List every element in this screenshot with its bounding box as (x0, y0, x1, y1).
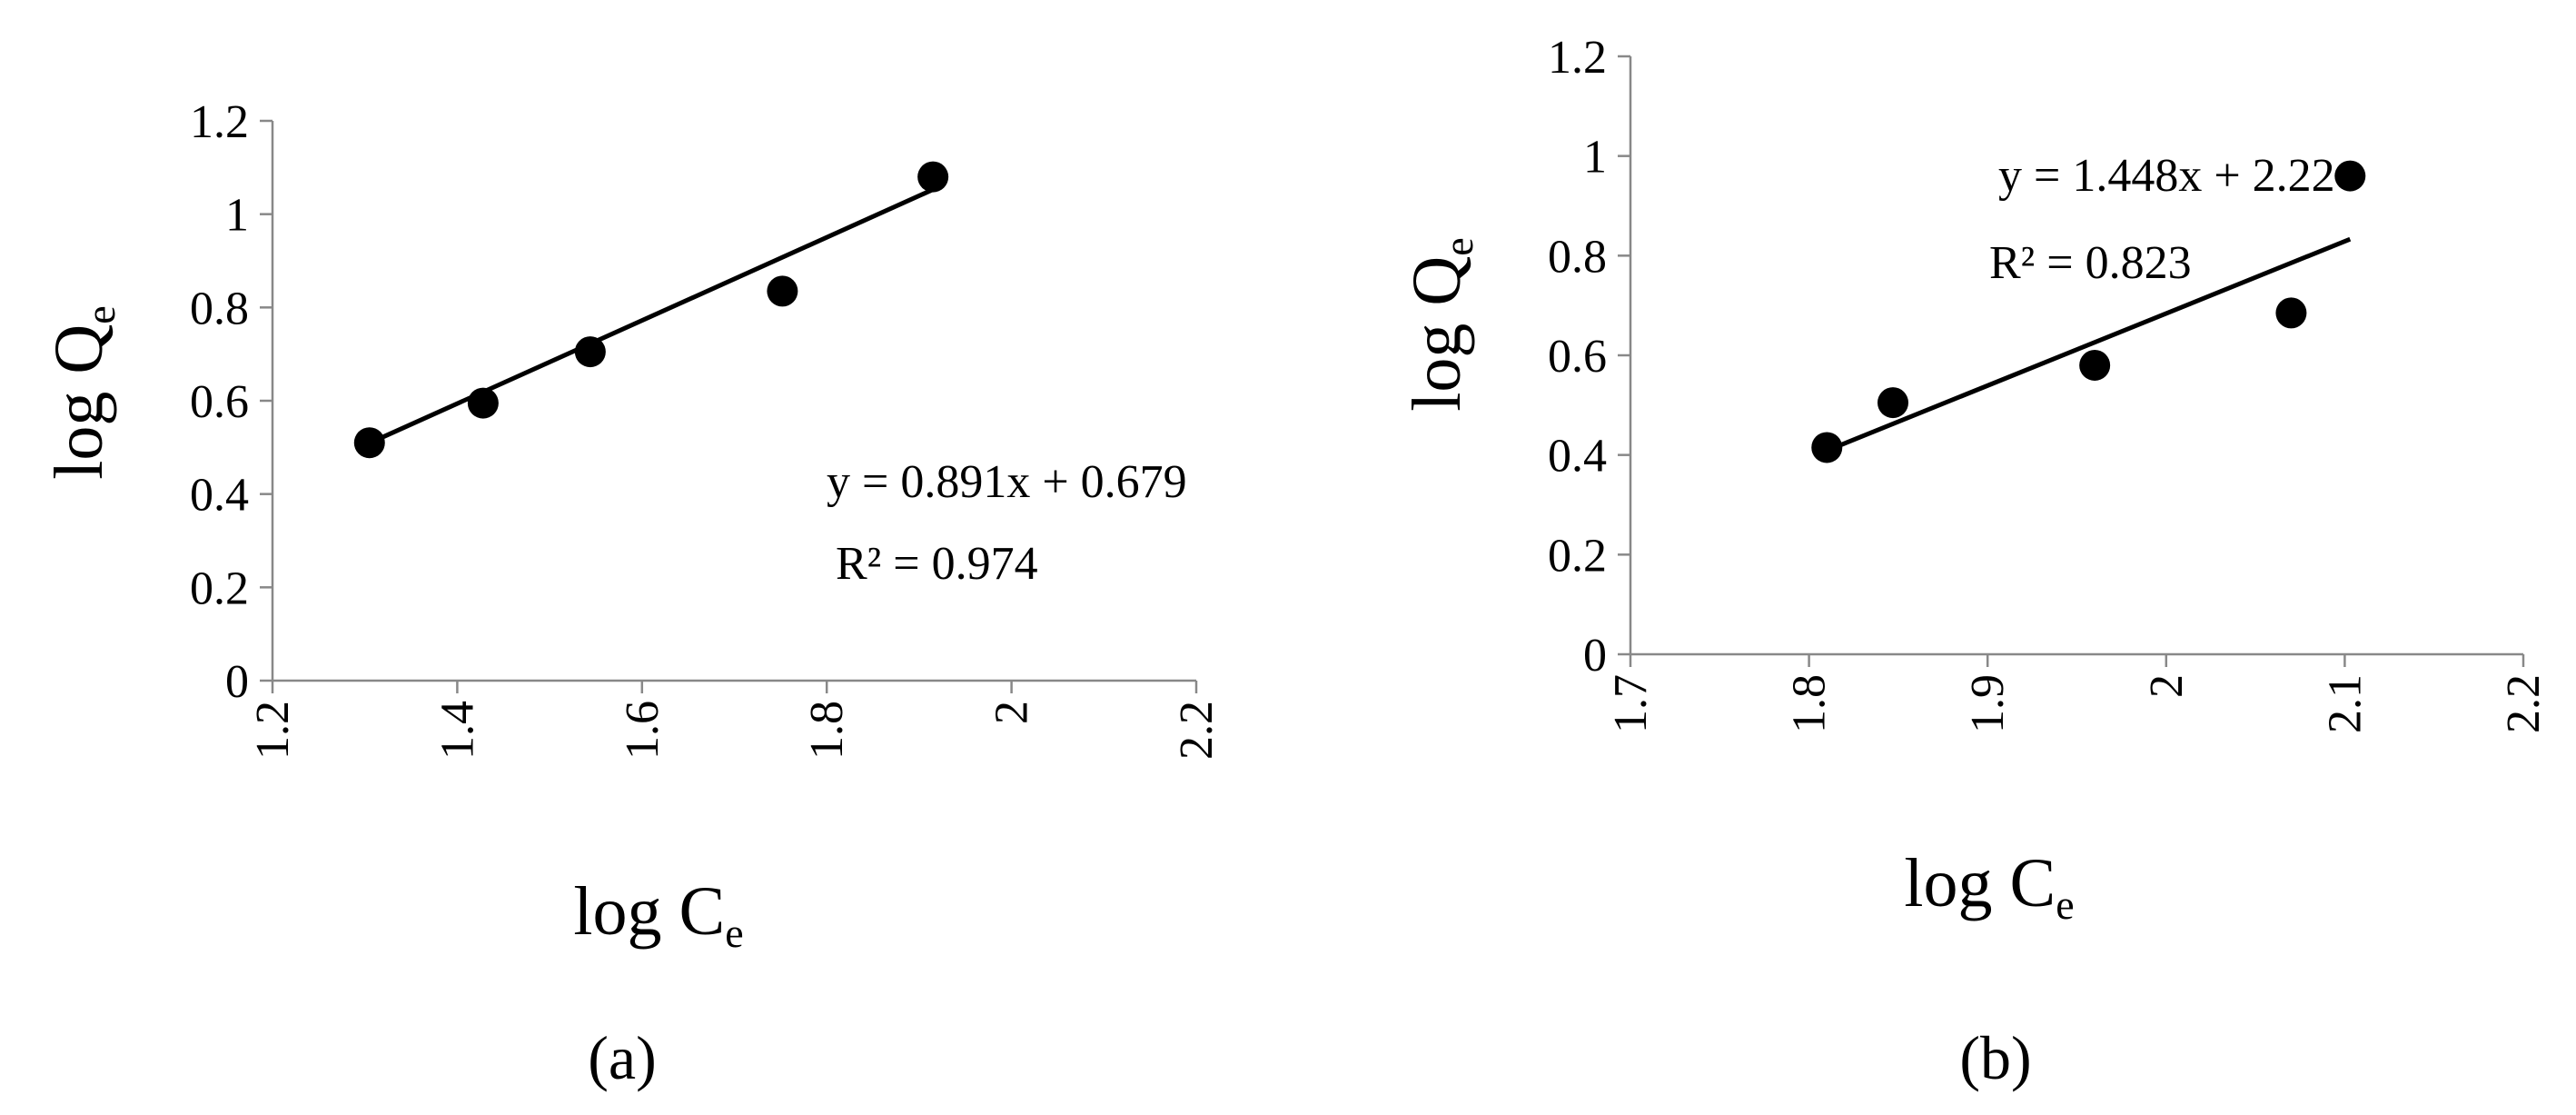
x-tick-label: 1.2 (247, 701, 299, 760)
x-tick-label: 1.9 (1962, 674, 2014, 733)
x-axis-title-subscript: e (2056, 881, 2074, 928)
x-tick-label: 2 (986, 701, 1038, 724)
y-tick-label: 0.4 (1548, 431, 1607, 483)
data-point (767, 275, 798, 307)
data-point (917, 161, 949, 193)
y-tick-label: 1.2 (190, 96, 249, 148)
data-point (467, 387, 499, 419)
y-tick-label: 0 (1583, 630, 1607, 682)
y-tick-label: 0.8 (190, 283, 249, 334)
y-tick-label: 1 (1583, 132, 1607, 184)
data-point (574, 336, 606, 368)
chart-panel-b: 0 0.2 0.4 0.6 0.8 1 1.2 1.7 1.8 1.9 2 2.1 2.2 y = 1.4… (1399, 32, 2550, 1092)
x-axis-title-subscript: e (725, 910, 743, 956)
x-tick-label: 2 (2141, 674, 2193, 698)
data-point (1878, 387, 1909, 419)
x-tick-label: 2.2 (2498, 674, 2550, 733)
chart-panel-a: 0 0.2 0.4 0.6 0.8 1 1.2 1.2 1.4 1.6 1.8 2 2.2 y = 0.8… (41, 96, 1223, 1092)
y-tick-label: 0.6 (1548, 331, 1607, 383)
x-tick-label: 1.8 (1784, 674, 1836, 733)
trendline-equation: y = 0.891x + 0.679 (827, 456, 1187, 508)
trendline (1826, 236, 2352, 453)
x-tick-label: 1.7 (1605, 674, 1657, 733)
trendline (368, 187, 935, 445)
y-tick-label: 0.8 (1548, 231, 1607, 283)
y-axis-title: log Qe (1399, 237, 1481, 411)
x-tick-label: 1.4 (431, 701, 483, 760)
y-tick-label: 0.4 (190, 470, 249, 522)
y-tick-label: 0 (225, 656, 249, 708)
r-squared-label: R² = 0.974 (836, 538, 1038, 590)
panel-caption: (b) (1959, 1023, 2031, 1092)
data-point (2275, 297, 2307, 329)
y-axis-title-subscript: e (1435, 237, 1481, 255)
y-axis-title: log Qe (41, 305, 124, 479)
data-point (353, 427, 385, 459)
trendline-equation: y = 1.448x + 2.22 (1998, 150, 2335, 202)
x-axis-title: log Ce (573, 873, 743, 956)
y-axis-title-subscript: e (77, 305, 124, 324)
x-axis-title: log Ce (1904, 845, 2074, 928)
y-tick-label: 0.2 (190, 562, 249, 614)
x-tick-label: 1.8 (801, 701, 853, 760)
y-tick-label: 1 (225, 190, 249, 242)
y-tick-label: 0.2 (1548, 530, 1607, 582)
data-point (1811, 432, 1843, 463)
r-squared-label: R² = 0.823 (1989, 237, 2192, 289)
x-tick-label: 2.2 (1171, 701, 1223, 760)
x-tick-label: 2.1 (2319, 674, 2371, 733)
panel-caption: (a) (588, 1023, 656, 1092)
data-point (2334, 160, 2366, 192)
y-tick-label: 1.2 (1548, 32, 1607, 84)
x-tick-label: 1.6 (617, 701, 669, 760)
data-point (2079, 349, 2111, 381)
y-tick-label: 0.6 (190, 376, 249, 428)
